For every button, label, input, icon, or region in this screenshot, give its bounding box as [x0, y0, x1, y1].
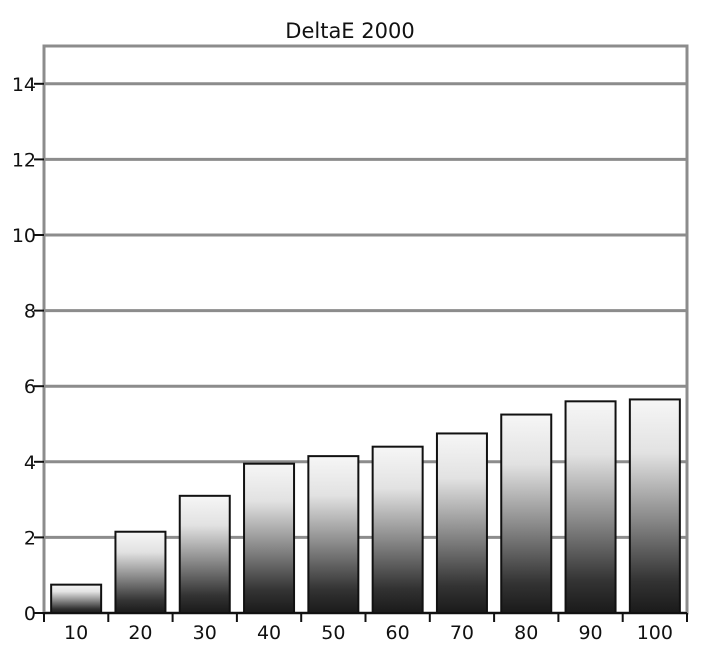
y-tick-label: 6 — [24, 376, 36, 398]
x-tick-label: 70 — [450, 622, 474, 644]
y-tick-label: 0 — [24, 603, 36, 625]
x-tick-label: 100 — [637, 622, 673, 644]
bar-20 — [114, 530, 167, 614]
x-tick-label: 10 — [64, 622, 88, 644]
x-tick-label: 50 — [321, 622, 345, 644]
x-tick-label: 20 — [128, 622, 152, 644]
bar-60 — [371, 445, 424, 614]
x-tick-label: 60 — [386, 622, 410, 644]
bar-40 — [243, 462, 296, 614]
y-tick-label: 14 — [12, 74, 36, 96]
bar-50 — [307, 455, 360, 614]
chart-title: DeltaE 2000 — [285, 19, 414, 43]
axes — [34, 82, 688, 622]
bar-30 — [178, 494, 231, 615]
x-tick-label: 30 — [193, 622, 217, 644]
x-tick-label: 90 — [578, 622, 602, 644]
bar-10 — [50, 583, 103, 615]
bar-80 — [500, 413, 553, 614]
bars — [50, 398, 681, 615]
x-tick-labels: 10 20 30 40 50 60 70 80 90 100 — [64, 622, 673, 644]
x-tick-label: 40 — [257, 622, 281, 644]
y-tick-label: 4 — [24, 452, 36, 474]
bar-70 — [435, 432, 488, 615]
y-tick-label: 8 — [24, 301, 36, 323]
y-tick-label: 12 — [12, 149, 36, 171]
y-tick-label: 10 — [12, 225, 36, 247]
y-tick-labels: 0 2 4 6 8 10 12 14 — [12, 74, 36, 625]
bar-90 — [564, 400, 617, 614]
bar-100 — [628, 398, 681, 614]
y-tick-label: 2 — [24, 527, 36, 549]
x-tick-label: 80 — [514, 622, 538, 644]
